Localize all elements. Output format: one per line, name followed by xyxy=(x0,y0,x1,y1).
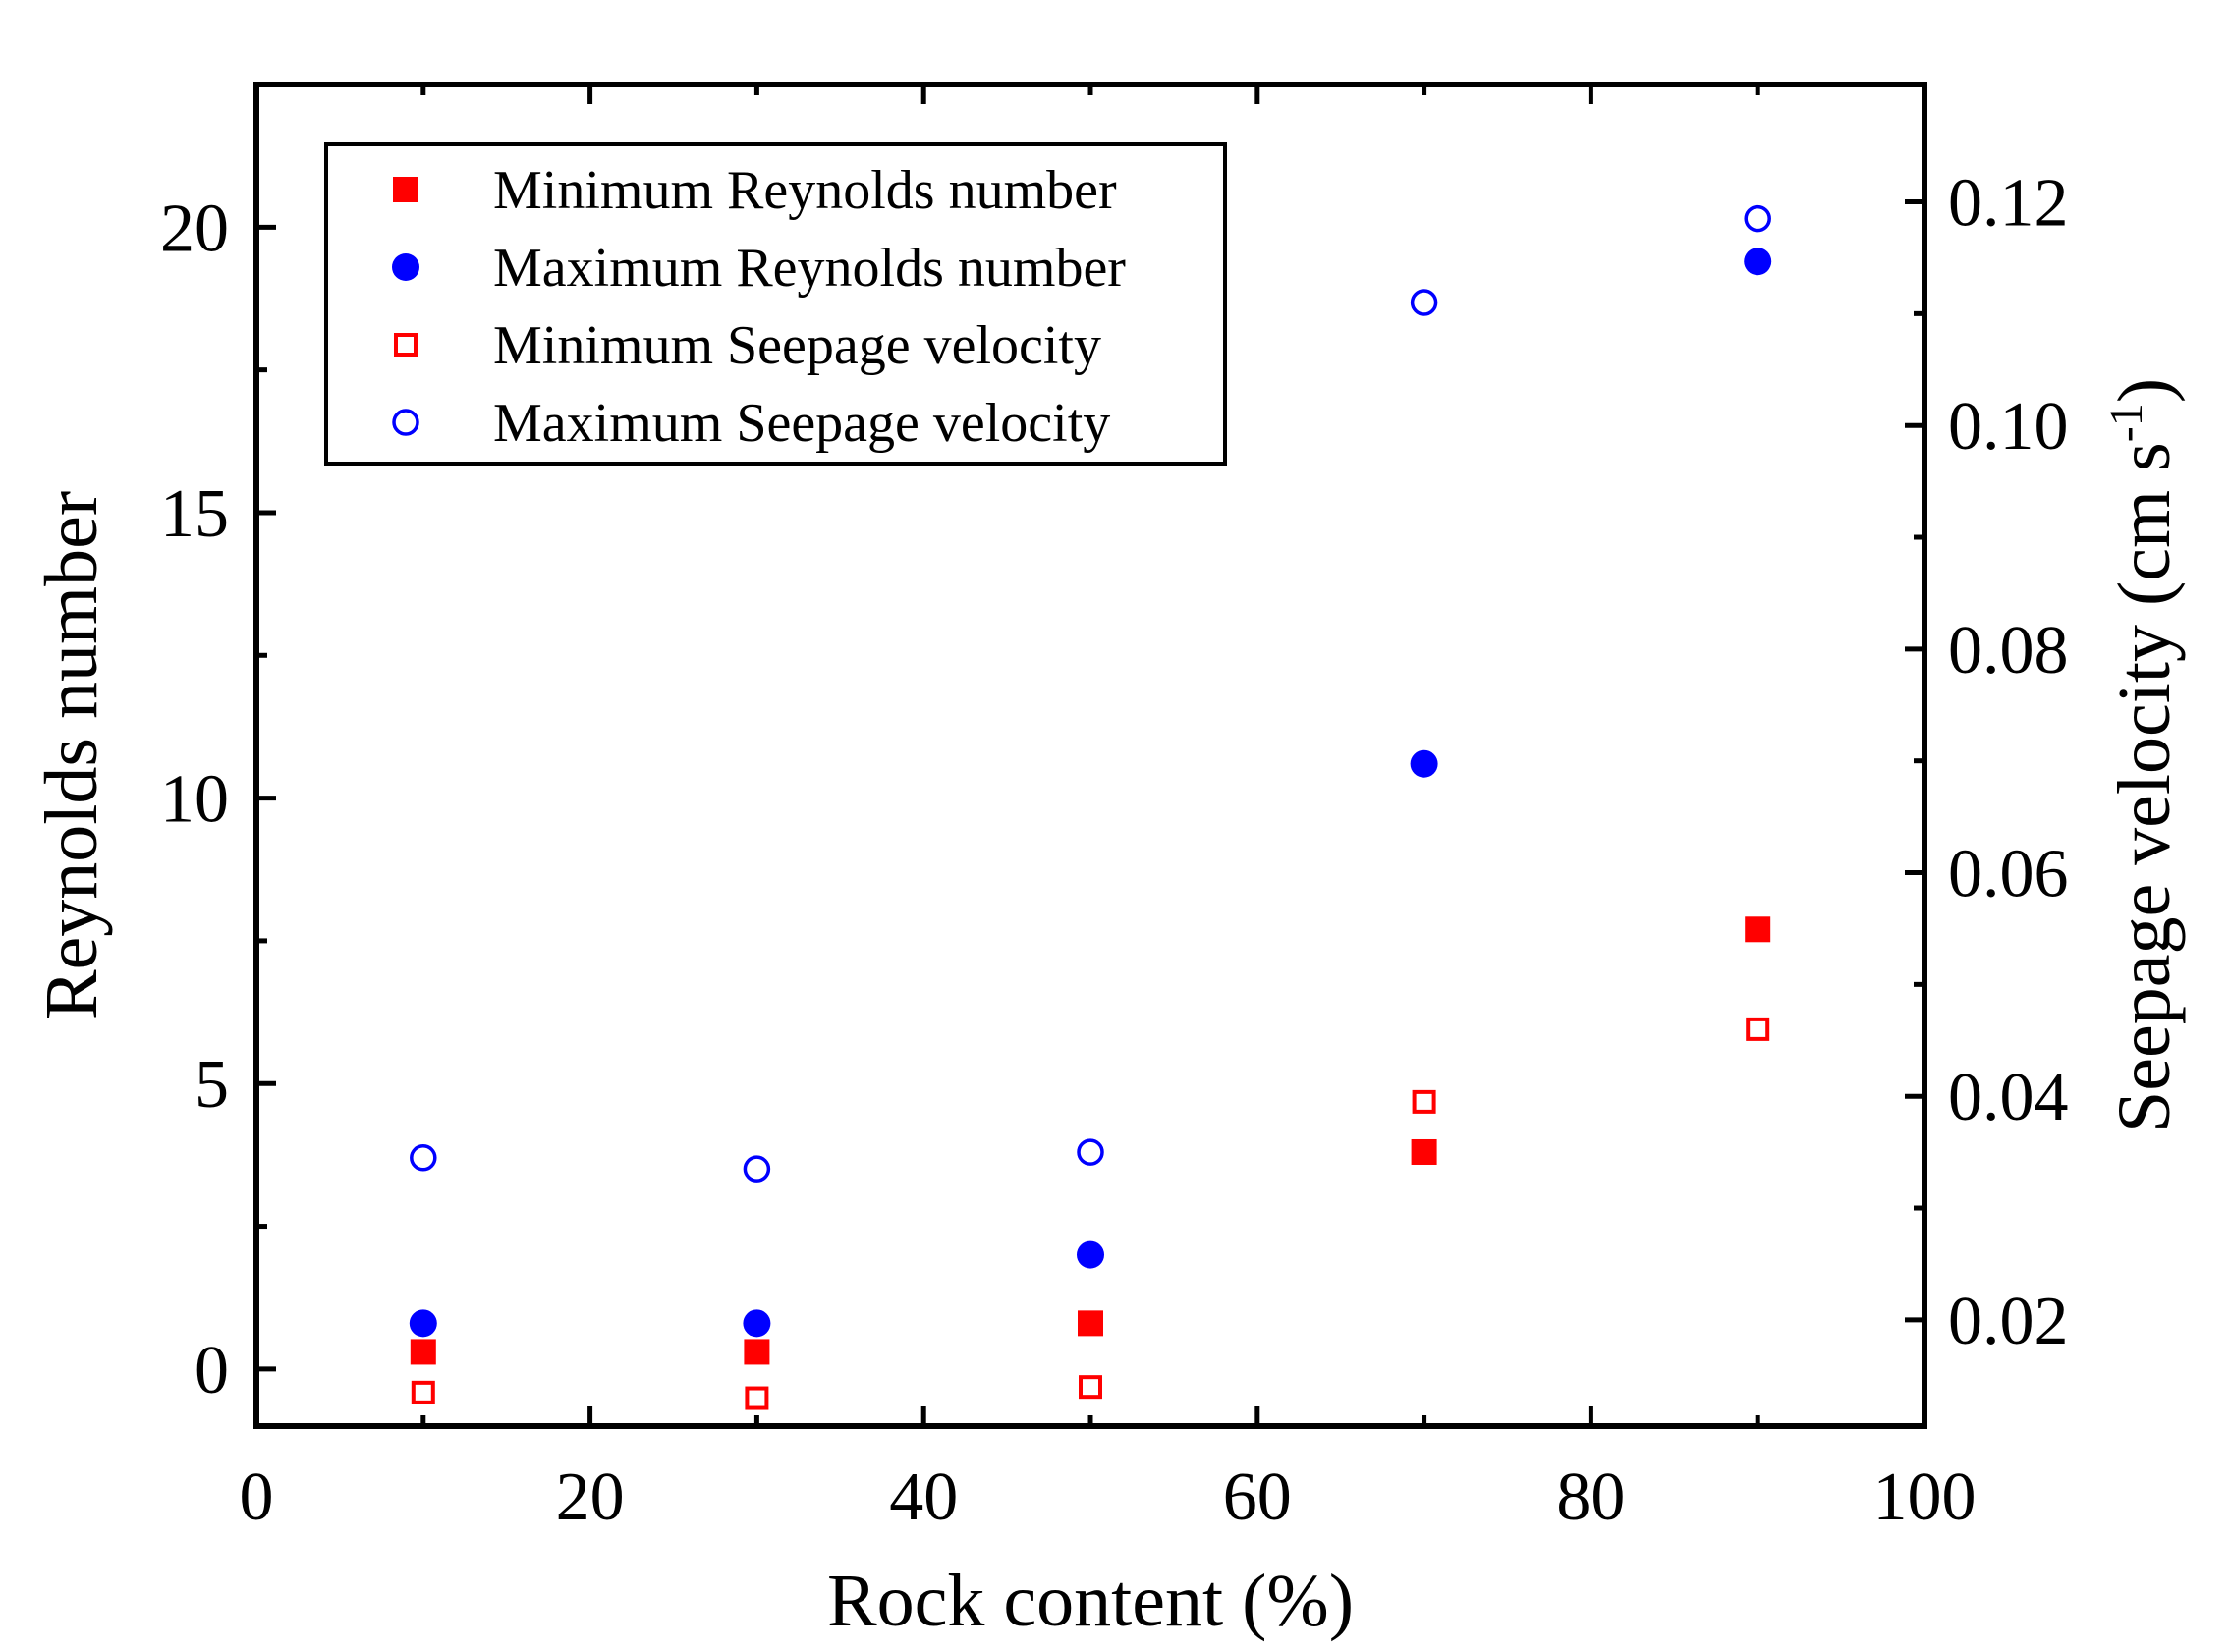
legend-label-minimum-reynolds-number: Minimum Reynolds number xyxy=(493,160,1117,221)
y-tick-label: 0 xyxy=(195,1333,229,1408)
maximum-seepage-velocity-point xyxy=(743,1155,771,1183)
minimum-reynolds-number-point xyxy=(410,1339,436,1365)
maximum-reynolds-number-point xyxy=(1410,749,1438,778)
legend-box xyxy=(324,142,1227,466)
maximum-reynolds-number-point xyxy=(1744,248,1772,276)
maximum-seepage-velocity-point xyxy=(410,1144,437,1172)
legend-label-maximum-seepage-velocity: Maximum Seepage velocity xyxy=(493,393,1110,454)
maximum-reynolds-number-point xyxy=(409,1309,437,1338)
legend-label-minimum-seepage-velocity: Minimum Seepage velocity xyxy=(493,315,1101,376)
y2-tick-label: 0.06 xyxy=(1948,837,2069,912)
minimum-seepage-velocity-point xyxy=(1079,1375,1102,1400)
y2-axis-title-sup: -1 xyxy=(2100,403,2152,442)
y2-axis-title: Seepage velocity (cm s-1) xyxy=(2100,378,2186,1132)
y2-tick-label: 0.08 xyxy=(1948,613,2069,688)
y2-tick-label: 0.04 xyxy=(1948,1060,2069,1135)
y-tick-label: 15 xyxy=(160,476,229,552)
maximum-reynolds-number-point xyxy=(1077,1240,1104,1269)
minimum-reynolds-number-point xyxy=(1745,916,1771,943)
y2-axis-title-main: Seepage velocity (cm s xyxy=(2103,442,2186,1132)
y2-tick-label: 0.12 xyxy=(1948,166,2069,242)
legend-marker-minimum-seepage-velocity xyxy=(394,333,418,357)
x-tick-label: 20 xyxy=(556,1459,625,1535)
y2-axis-title-end: ) xyxy=(2103,378,2186,403)
legend-marker-minimum-reynolds-number xyxy=(393,177,418,202)
x-tick-label: 100 xyxy=(1873,1459,1977,1535)
x-tick-label: 0 xyxy=(240,1459,274,1535)
x-tick-label: 80 xyxy=(1556,1459,1625,1535)
minimum-seepage-velocity-point xyxy=(745,1386,769,1410)
y-tick-label: 20 xyxy=(160,191,229,266)
maximum-seepage-velocity-point xyxy=(1077,1138,1104,1166)
marks-layer xyxy=(409,204,1772,1410)
maximum-seepage-velocity-point xyxy=(1744,204,1771,233)
legend-label-maximum-reynolds-number: Maximum Reynolds number xyxy=(493,238,1126,299)
y-tick-label: 5 xyxy=(195,1047,229,1123)
minimum-reynolds-number-point xyxy=(1078,1310,1103,1337)
plot-frame xyxy=(253,82,1927,1429)
minimum-seepage-velocity-point xyxy=(1412,1089,1436,1114)
y-tick-label: 10 xyxy=(160,762,229,838)
legend-marker-maximum-reynolds-number xyxy=(392,253,419,281)
x-tick-label: 40 xyxy=(889,1459,958,1535)
minimum-reynolds-number-point xyxy=(1411,1138,1437,1165)
y2-tick-label: 0.02 xyxy=(1948,1284,2069,1359)
y-axis-title: Reynolds number xyxy=(30,491,113,1019)
minimum-seepage-velocity-point xyxy=(1746,1017,1770,1041)
maximum-reynolds-number-point xyxy=(743,1309,771,1338)
legend-marker-maximum-seepage-velocity xyxy=(392,409,419,436)
minimum-seepage-velocity-point xyxy=(411,1380,435,1404)
minimum-reynolds-number-point xyxy=(744,1339,770,1365)
maximum-seepage-velocity-point xyxy=(1410,289,1438,316)
x-tick-label: 60 xyxy=(1223,1459,1292,1535)
legend: Minimum Reynolds number Maximum Reynolds … xyxy=(324,142,1227,466)
ticks-layer: 0 20 40 60 80 100 0 5 10 15 20 0.02 0.04 0.06 0.08 0.10… xyxy=(160,84,2069,1535)
y2-tick-label: 0.10 xyxy=(1948,389,2069,465)
x-axis-title: Rock content (%) xyxy=(827,1560,1354,1642)
